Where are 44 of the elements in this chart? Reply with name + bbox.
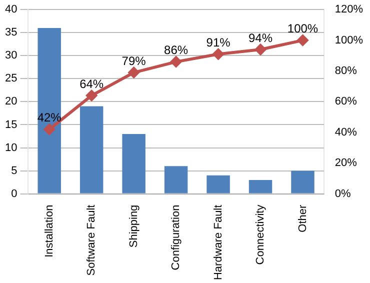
y-tick-label: 40 [4, 4, 18, 16]
point [212, 48, 224, 60]
y2-tick-label: 80% [334, 65, 358, 78]
y2-tick-label: 100% [334, 34, 364, 46]
data-label: 100% [287, 22, 318, 36]
data-label: 42% [37, 110, 62, 125]
bar [122, 134, 146, 194]
y2-tick-label: 120% [334, 4, 364, 16]
bar [206, 175, 230, 194]
x-tick-label: Connectivity [254, 204, 267, 265]
bar [291, 170, 314, 194]
y2-tick-label: 0% [334, 188, 351, 200]
y-tick-label: 15 [4, 118, 18, 131]
point [128, 67, 140, 78]
data-label: 64% [80, 76, 104, 91]
data-label: 79% [122, 54, 146, 68]
y-tick-label: 5 [11, 164, 18, 177]
x-tick-label: Hardware Fault [212, 204, 224, 280]
y-tick-label: 25 [4, 72, 18, 85]
x-tick-label: Shipping [128, 204, 140, 248]
data-label: 94% [248, 30, 273, 45]
y-tick-label: 30 [4, 50, 18, 62]
data-label: 91% [206, 35, 231, 50]
point [170, 56, 182, 68]
bar [38, 28, 61, 194]
y2-tick-label: 40% [334, 126, 358, 138]
y-tick-label: 0 [11, 188, 18, 200]
y-tick-label: 35 [4, 26, 18, 39]
bar [164, 166, 188, 194]
point [297, 34, 308, 46]
x-tick-label: Installation [43, 204, 56, 258]
x-tick-label: Software Fault [86, 204, 98, 276]
bar [248, 180, 272, 194]
data-label: 86% [164, 43, 188, 58]
y-tick-label: 20 [4, 96, 18, 108]
x-tick-label: Configuration [170, 204, 182, 270]
point [86, 90, 98, 102]
point [255, 44, 266, 56]
y2-tick-label: 60% [334, 96, 358, 108]
y-tick-label: 10 [4, 142, 18, 154]
bar [80, 106, 104, 194]
y2-tick-label: 20% [334, 157, 358, 170]
x-tick-label: Other [296, 204, 309, 232]
point [44, 124, 55, 135]
